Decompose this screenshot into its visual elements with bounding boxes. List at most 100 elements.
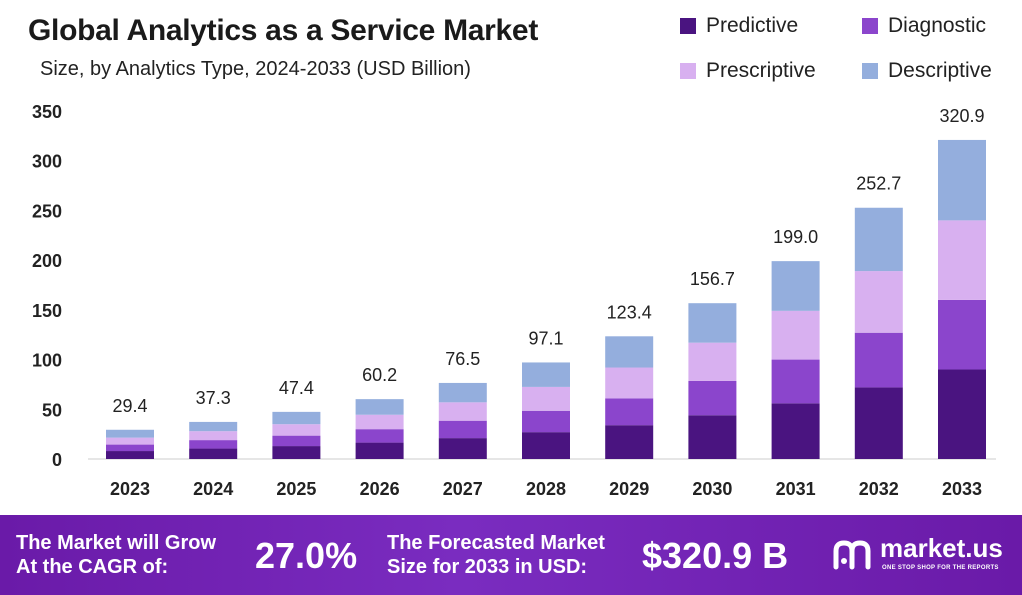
bar-segment-descriptive-2025 xyxy=(272,411,321,425)
bar-segment-diagnostic-2030 xyxy=(688,380,737,416)
legend-item-prescriptive: Prescriptive xyxy=(680,59,816,83)
bar-segment-descriptive-2031 xyxy=(771,261,820,311)
y-tick-label: 0 xyxy=(52,450,62,470)
bar-segment-predictive-2029 xyxy=(605,425,654,459)
legend-swatch-predictive xyxy=(680,18,696,34)
bar-segment-prescriptive-2027 xyxy=(438,402,487,421)
forecast-label: The Forecasted Market Size for 2033 in U… xyxy=(387,531,605,579)
bar-segment-prescriptive-2032 xyxy=(854,271,903,333)
bar-segment-diagnostic-2029 xyxy=(605,398,654,426)
x-tick-label: 2025 xyxy=(276,479,316,499)
bar-segment-descriptive-2033 xyxy=(938,139,986,221)
cagr-label-line1: The Market will Grow xyxy=(16,532,217,554)
chart-subtitle: Size, by Analytics Type, 2024-2033 (USD … xyxy=(40,58,471,80)
bar-total-label: 47.4 xyxy=(279,378,314,398)
x-tick-label: 2033 xyxy=(942,479,982,499)
bar-segment-prescriptive-2033 xyxy=(938,220,986,300)
x-tick-label: 2032 xyxy=(859,479,899,499)
bar-segment-prescriptive-2024 xyxy=(189,431,238,441)
bar-total-label: 29.4 xyxy=(112,396,147,416)
legend-swatch-descriptive xyxy=(862,63,878,79)
bar-segment-diagnostic-2027 xyxy=(438,420,487,439)
bar-total-label: 123.4 xyxy=(607,302,652,322)
y-tick-label: 200 xyxy=(32,251,62,271)
x-tick-label: 2029 xyxy=(609,479,649,499)
bar-segment-prescriptive-2026 xyxy=(355,414,404,430)
bars: 29.4 37.3 47.4 60.2 76.5 97.1 123.4 156.7 199.0 2… xyxy=(106,106,986,459)
forecast-label-line2: Size for 2033 in USD: xyxy=(387,556,588,578)
bar-segment-diagnostic-2025 xyxy=(272,435,321,447)
bar-total-label: 320.9 xyxy=(939,106,984,126)
bar-total-label: 97.1 xyxy=(528,328,563,348)
bar-segment-prescriptive-2023 xyxy=(106,437,154,445)
legend-label: Descriptive xyxy=(888,59,992,82)
bar-segment-prescriptive-2029 xyxy=(605,367,654,399)
brand-name: market.us xyxy=(880,533,1003,563)
cagr-label-line2: At the CAGR of: xyxy=(16,556,169,578)
y-tick-label: 150 xyxy=(32,301,62,321)
bar-segment-predictive-2025 xyxy=(272,446,321,459)
x-tick-label: 2030 xyxy=(692,479,732,499)
bar-segment-predictive-2023 xyxy=(106,451,154,459)
bar-segment-predictive-2033 xyxy=(938,369,986,459)
x-axis: 2023 2024 2025 2026 2027 2028 2029 2030 2031 2032… xyxy=(110,479,982,499)
x-tick-label: 2028 xyxy=(526,479,566,499)
footer-banner: The Market will Grow At the CAGR of: 27.… xyxy=(0,515,1022,595)
x-tick-label: 2026 xyxy=(360,479,400,499)
x-tick-label: 2024 xyxy=(193,479,233,499)
y-tick-label: 350 xyxy=(32,102,62,122)
stacked-bar-chart: 0 50 100 150 200 250 300 350 29.4 37.3 47.4 60.2 76… xyxy=(32,102,996,499)
market-us-logo-icon xyxy=(833,540,871,570)
bar-total-label: 37.3 xyxy=(196,388,231,408)
bar-total-label: 156.7 xyxy=(690,269,735,289)
bar-segment-diagnostic-2032 xyxy=(854,332,903,388)
bar-segment-prescriptive-2028 xyxy=(522,386,570,411)
bar-segment-diagnostic-2026 xyxy=(355,429,404,443)
y-tick-label: 50 xyxy=(42,400,62,420)
brand-tagline: ONE STOP SHOP FOR THE REPORTS xyxy=(882,565,999,571)
bar-segment-descriptive-2026 xyxy=(355,399,404,415)
legend-item-diagnostic: Diagnostic xyxy=(862,14,986,38)
bar-total-label: 60.2 xyxy=(362,365,397,385)
bar-segment-diagnostic-2033 xyxy=(938,299,986,370)
chart-title: Global Analytics as a Service Market xyxy=(28,14,539,47)
bar-segment-predictive-2031 xyxy=(771,403,820,459)
cagr-value: 27.0% xyxy=(255,535,358,576)
y-tick-label: 300 xyxy=(32,152,62,172)
forecast-value: $320.9 B xyxy=(642,535,789,576)
x-tick-label: 2031 xyxy=(776,479,816,499)
legend-swatch-prescriptive xyxy=(680,63,696,79)
bar-segment-diagnostic-2024 xyxy=(189,440,238,449)
bar-segment-descriptive-2024 xyxy=(189,421,238,432)
bar-segment-diagnostic-2023 xyxy=(106,444,154,452)
bar-segment-predictive-2024 xyxy=(189,448,238,459)
bar-segment-prescriptive-2025 xyxy=(272,424,321,436)
bar-segment-prescriptive-2031 xyxy=(771,310,820,360)
bar-total-label: 76.5 xyxy=(445,349,480,369)
bar-segment-descriptive-2030 xyxy=(688,303,737,343)
bar-segment-diagnostic-2028 xyxy=(522,410,570,433)
bar-segment-descriptive-2027 xyxy=(438,382,487,403)
bar-segment-diagnostic-2031 xyxy=(771,359,820,404)
bar-total-label: 199.0 xyxy=(773,227,818,247)
x-tick-label: 2023 xyxy=(110,479,150,499)
bar-segment-predictive-2027 xyxy=(438,438,487,459)
y-tick-label: 100 xyxy=(32,351,62,371)
legend: Predictive Diagnostic Prescriptive Descr… xyxy=(680,14,1010,94)
bar-segment-prescriptive-2030 xyxy=(688,342,737,381)
bar-segment-predictive-2026 xyxy=(355,442,404,459)
legend-item-predictive: Predictive xyxy=(680,14,798,38)
bar-total-label: 252.7 xyxy=(856,174,901,194)
bar-segment-predictive-2028 xyxy=(522,432,570,459)
legend-item-descriptive: Descriptive xyxy=(862,59,992,83)
bar-segment-descriptive-2028 xyxy=(522,362,570,387)
bar-segment-descriptive-2023 xyxy=(106,429,154,438)
x-tick-label: 2027 xyxy=(443,479,483,499)
legend-label: Prescriptive xyxy=(706,59,816,82)
bar-segment-descriptive-2029 xyxy=(605,336,654,368)
legend-label: Predictive xyxy=(706,14,799,37)
y-tick-label: 250 xyxy=(32,201,62,221)
bar-segment-predictive-2030 xyxy=(688,415,737,459)
bar-segment-predictive-2032 xyxy=(854,387,903,459)
cagr-label: The Market will Grow At the CAGR of: xyxy=(16,531,216,579)
